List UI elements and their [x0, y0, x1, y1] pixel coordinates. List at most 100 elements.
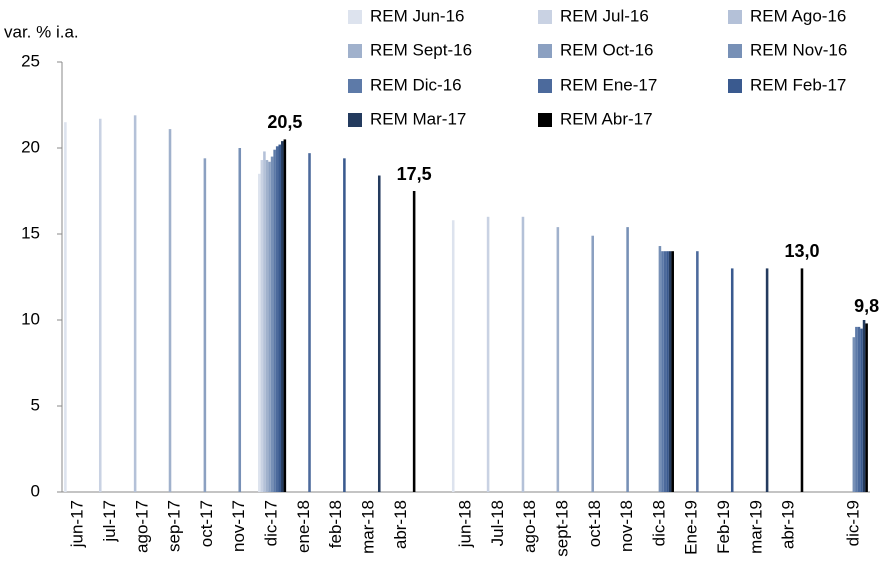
bar	[203, 158, 207, 492]
bar	[663, 251, 667, 492]
legend-swatch	[348, 113, 362, 127]
bar	[270, 156, 274, 492]
legend-swatch	[538, 44, 552, 58]
legend-label: REM Ene-17	[560, 75, 657, 94]
data-label: 20,5	[267, 112, 302, 132]
legend-label: REM Nov-16	[750, 40, 847, 59]
legend-label: REM Sept-16	[370, 40, 472, 59]
bar	[855, 326, 858, 492]
bar	[278, 144, 282, 492]
bar	[133, 115, 137, 492]
data-label: 13,0	[784, 241, 819, 261]
bar	[258, 173, 261, 493]
bar	[281, 141, 284, 492]
bar	[273, 149, 276, 492]
bar	[626, 227, 629, 492]
bar	[486, 216, 490, 493]
bar	[343, 158, 346, 492]
x-tick-label: ago-18	[520, 500, 539, 553]
y-tick-label: 5	[31, 395, 40, 414]
legend-swatch	[538, 79, 552, 93]
bar	[666, 251, 669, 492]
y-tick-label: 15	[21, 223, 40, 242]
x-tick-label: feb-18	[326, 500, 345, 548]
legend-swatch	[348, 10, 362, 24]
legend-label: REM Feb-17	[750, 75, 846, 94]
y-tick-label: 0	[31, 481, 40, 500]
bar	[98, 118, 102, 492]
x-tick-label: mar-19	[746, 500, 765, 554]
y-tick-label: 20	[21, 137, 40, 156]
y-tick-label: 25	[21, 51, 40, 70]
bar	[451, 220, 455, 493]
legend-swatch	[728, 79, 742, 93]
x-tick-label: oct-18	[585, 500, 604, 547]
bar	[696, 251, 699, 492]
legend-swatch	[728, 44, 742, 58]
legend-swatch	[348, 79, 362, 93]
x-tick-label: nov-17	[229, 500, 248, 552]
bar	[857, 326, 861, 492]
y-axis-label: var. % i.a.	[4, 22, 79, 41]
bar	[591, 235, 595, 492]
x-tick-label: Ene-19	[682, 500, 701, 555]
legend-swatch	[538, 10, 552, 24]
x-tick-label: jun-18	[455, 500, 474, 548]
legend-label: REM Jun-16	[370, 6, 464, 25]
x-tick-label: Jul-18	[488, 500, 507, 546]
bar	[671, 251, 674, 492]
bar	[377, 175, 381, 492]
x-tick-label: jul-17	[100, 500, 119, 543]
bar	[412, 191, 416, 492]
bar	[263, 151, 266, 492]
x-tick-label: abr-18	[391, 500, 410, 549]
legend-label: REM Dic-16	[370, 75, 462, 94]
bar	[168, 129, 172, 492]
x-tick-label: abr-19	[779, 500, 798, 549]
bar	[852, 337, 856, 492]
y-tick-label: 10	[21, 309, 40, 328]
legend-swatch	[728, 10, 742, 24]
x-tick-label: sep-17	[165, 500, 184, 552]
x-tick-label: ene-18	[294, 500, 313, 553]
bar	[283, 139, 287, 492]
x-tick-label: dic-19	[843, 500, 862, 546]
data-label: 17,5	[397, 164, 432, 184]
x-tick-label: nov-18	[617, 500, 636, 552]
bar	[260, 160, 264, 493]
bar	[668, 251, 672, 492]
bar	[860, 328, 863, 492]
bar	[730, 268, 734, 492]
bar	[658, 246, 662, 492]
x-tick-label: mar-18	[359, 500, 378, 554]
bar	[238, 148, 242, 492]
legend-swatch	[348, 44, 362, 58]
bar	[661, 251, 664, 492]
legend-swatch	[538, 113, 552, 127]
x-tick-label: sept-18	[552, 500, 571, 557]
legend-label: REM Oct-16	[560, 40, 654, 59]
bar	[265, 160, 269, 493]
x-tick-label: Feb-19	[714, 500, 733, 554]
x-tick-label: dic-17	[262, 500, 281, 546]
legend-label: REM Mar-17	[370, 109, 466, 128]
x-tick-label: ago-17	[132, 500, 151, 553]
bar	[865, 323, 868, 492]
data-label: 9,8	[854, 296, 879, 316]
bar	[275, 146, 279, 492]
bar	[800, 268, 804, 492]
bar	[268, 161, 271, 492]
legend-label: REM Abr-17	[560, 109, 653, 128]
bar	[556, 227, 560, 492]
legend-label: REM Ago-16	[750, 6, 846, 25]
bar	[765, 268, 769, 492]
x-tick-label: dic-18	[649, 500, 668, 546]
legend-label: REM Jul-16	[560, 6, 649, 25]
bar	[862, 320, 866, 492]
bar	[521, 216, 525, 493]
x-tick-label: oct-17	[197, 500, 216, 547]
x-tick-label: jun-17	[68, 500, 87, 548]
bar	[308, 153, 311, 492]
bar	[64, 122, 67, 492]
